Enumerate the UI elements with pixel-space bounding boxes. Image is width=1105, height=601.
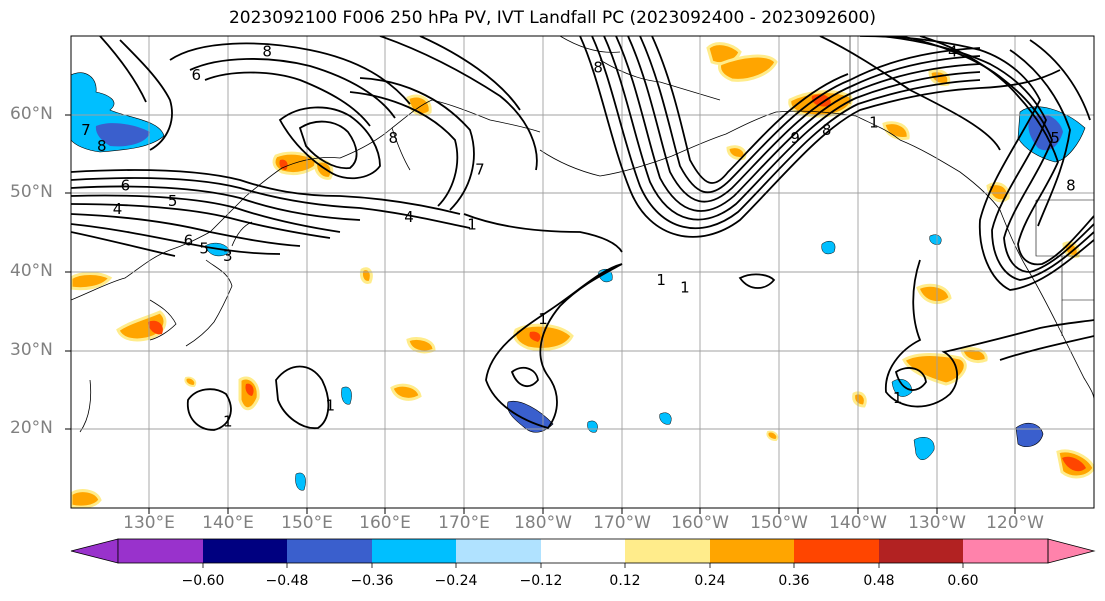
- colorbar-tick-label: −0.12: [519, 573, 563, 589]
- colorbar-extend-right: [1047, 538, 1096, 564]
- colorbar-segment: [625, 539, 710, 563]
- lat-label-40n: 40°N: [10, 261, 53, 281]
- lon-label-140w: 140°W: [829, 513, 887, 533]
- lat-label-50n: 50°N: [10, 182, 53, 202]
- colorbar-tick-label: −0.36: [350, 573, 394, 589]
- colorbar-segment: [203, 539, 287, 563]
- contour-label: 6: [192, 66, 202, 84]
- contour-label: 5: [199, 239, 209, 257]
- lon-label-160w: 160°W: [671, 513, 729, 533]
- colorbar-segment: [372, 539, 456, 563]
- contour-label: 5: [168, 192, 178, 210]
- lon-label-140e: 140°E: [202, 513, 254, 533]
- lat-label-60n: 60°N: [10, 104, 53, 124]
- colorbar-segment: [963, 539, 1048, 563]
- contour-label: 8: [1066, 176, 1076, 194]
- colorbar-segment: [287, 539, 372, 563]
- contour-label: 1: [538, 310, 548, 328]
- contour-label: 1: [893, 389, 903, 407]
- contour-label: 6: [121, 176, 131, 194]
- contour-label: 7: [475, 161, 485, 179]
- axis-ticks: [65, 114, 1016, 514]
- lon-label-180w: 180°W: [514, 513, 572, 533]
- contour-label: 4: [404, 208, 414, 226]
- colorbar-tick-label: 0.60: [947, 573, 979, 589]
- contour-label: 8: [262, 43, 272, 61]
- colorbar-tick-label: 0.24: [694, 573, 726, 589]
- graticule: [71, 36, 1094, 508]
- contour-label: 3: [223, 247, 233, 265]
- lat-label-20n: 20°N: [10, 418, 53, 438]
- contour-label: 1: [223, 412, 233, 430]
- colorbar-frame: [117, 538, 1049, 564]
- colorbar-segment: [456, 539, 541, 563]
- colorbar-segment: [118, 539, 203, 563]
- lon-label-130e: 130°E: [123, 513, 175, 533]
- map-title: 2023092100 F006 250 hPa PV, IVT Landfall…: [228, 8, 876, 28]
- colorbar-tick-label: 0.36: [778, 573, 810, 589]
- lat-label-30n: 30°N: [10, 340, 53, 360]
- contour-label: 8: [593, 58, 603, 76]
- lon-label-150w: 150°W: [750, 513, 808, 533]
- colorbar-segment: [710, 539, 794, 563]
- lon-label-150e: 150°E: [281, 513, 333, 533]
- contour-label: 8: [822, 121, 832, 139]
- contour-label: 1: [680, 279, 690, 297]
- contour-label: 1: [467, 216, 477, 234]
- pv-contours: [71, 36, 1094, 431]
- colorbar-tick-label: −0.60: [181, 573, 225, 589]
- lon-label-120w: 120°W: [986, 513, 1044, 533]
- colorbar-segment: [879, 539, 963, 563]
- political-boundaries: [849, 36, 1094, 336]
- lon-label-130w: 130°W: [908, 513, 966, 533]
- contour-label: 9: [790, 129, 800, 147]
- contour-label: 8: [389, 129, 399, 147]
- colorbar: [70, 538, 1096, 568]
- ivt-shading: [71, 42, 1094, 508]
- colorbar-tick-label: −0.48: [265, 573, 309, 589]
- colorbar-tick-label: 0.12: [609, 573, 641, 589]
- colorbar-extend-left: [70, 538, 119, 564]
- contour-label: 7: [81, 121, 91, 139]
- contour-label: 6: [184, 231, 194, 249]
- colorbar-tick-label: −0.24: [434, 573, 478, 589]
- lon-label-170w: 170°W: [593, 513, 651, 533]
- contour-label: 4: [948, 43, 958, 61]
- colorbar-segment: [794, 539, 879, 563]
- contour-label: 4: [113, 200, 123, 218]
- lon-label-170e: 170°E: [438, 513, 490, 533]
- contour-label: 5: [1050, 129, 1060, 147]
- colorbar-tick-label: 0.48: [863, 573, 895, 589]
- contour-label: 8: [97, 137, 107, 155]
- contour-label: 1: [325, 397, 335, 415]
- lon-label-160e: 160°E: [359, 513, 411, 533]
- colorbar-segment: [541, 539, 625, 563]
- contour-label: 1: [869, 113, 879, 131]
- contour-label: 1: [656, 271, 666, 289]
